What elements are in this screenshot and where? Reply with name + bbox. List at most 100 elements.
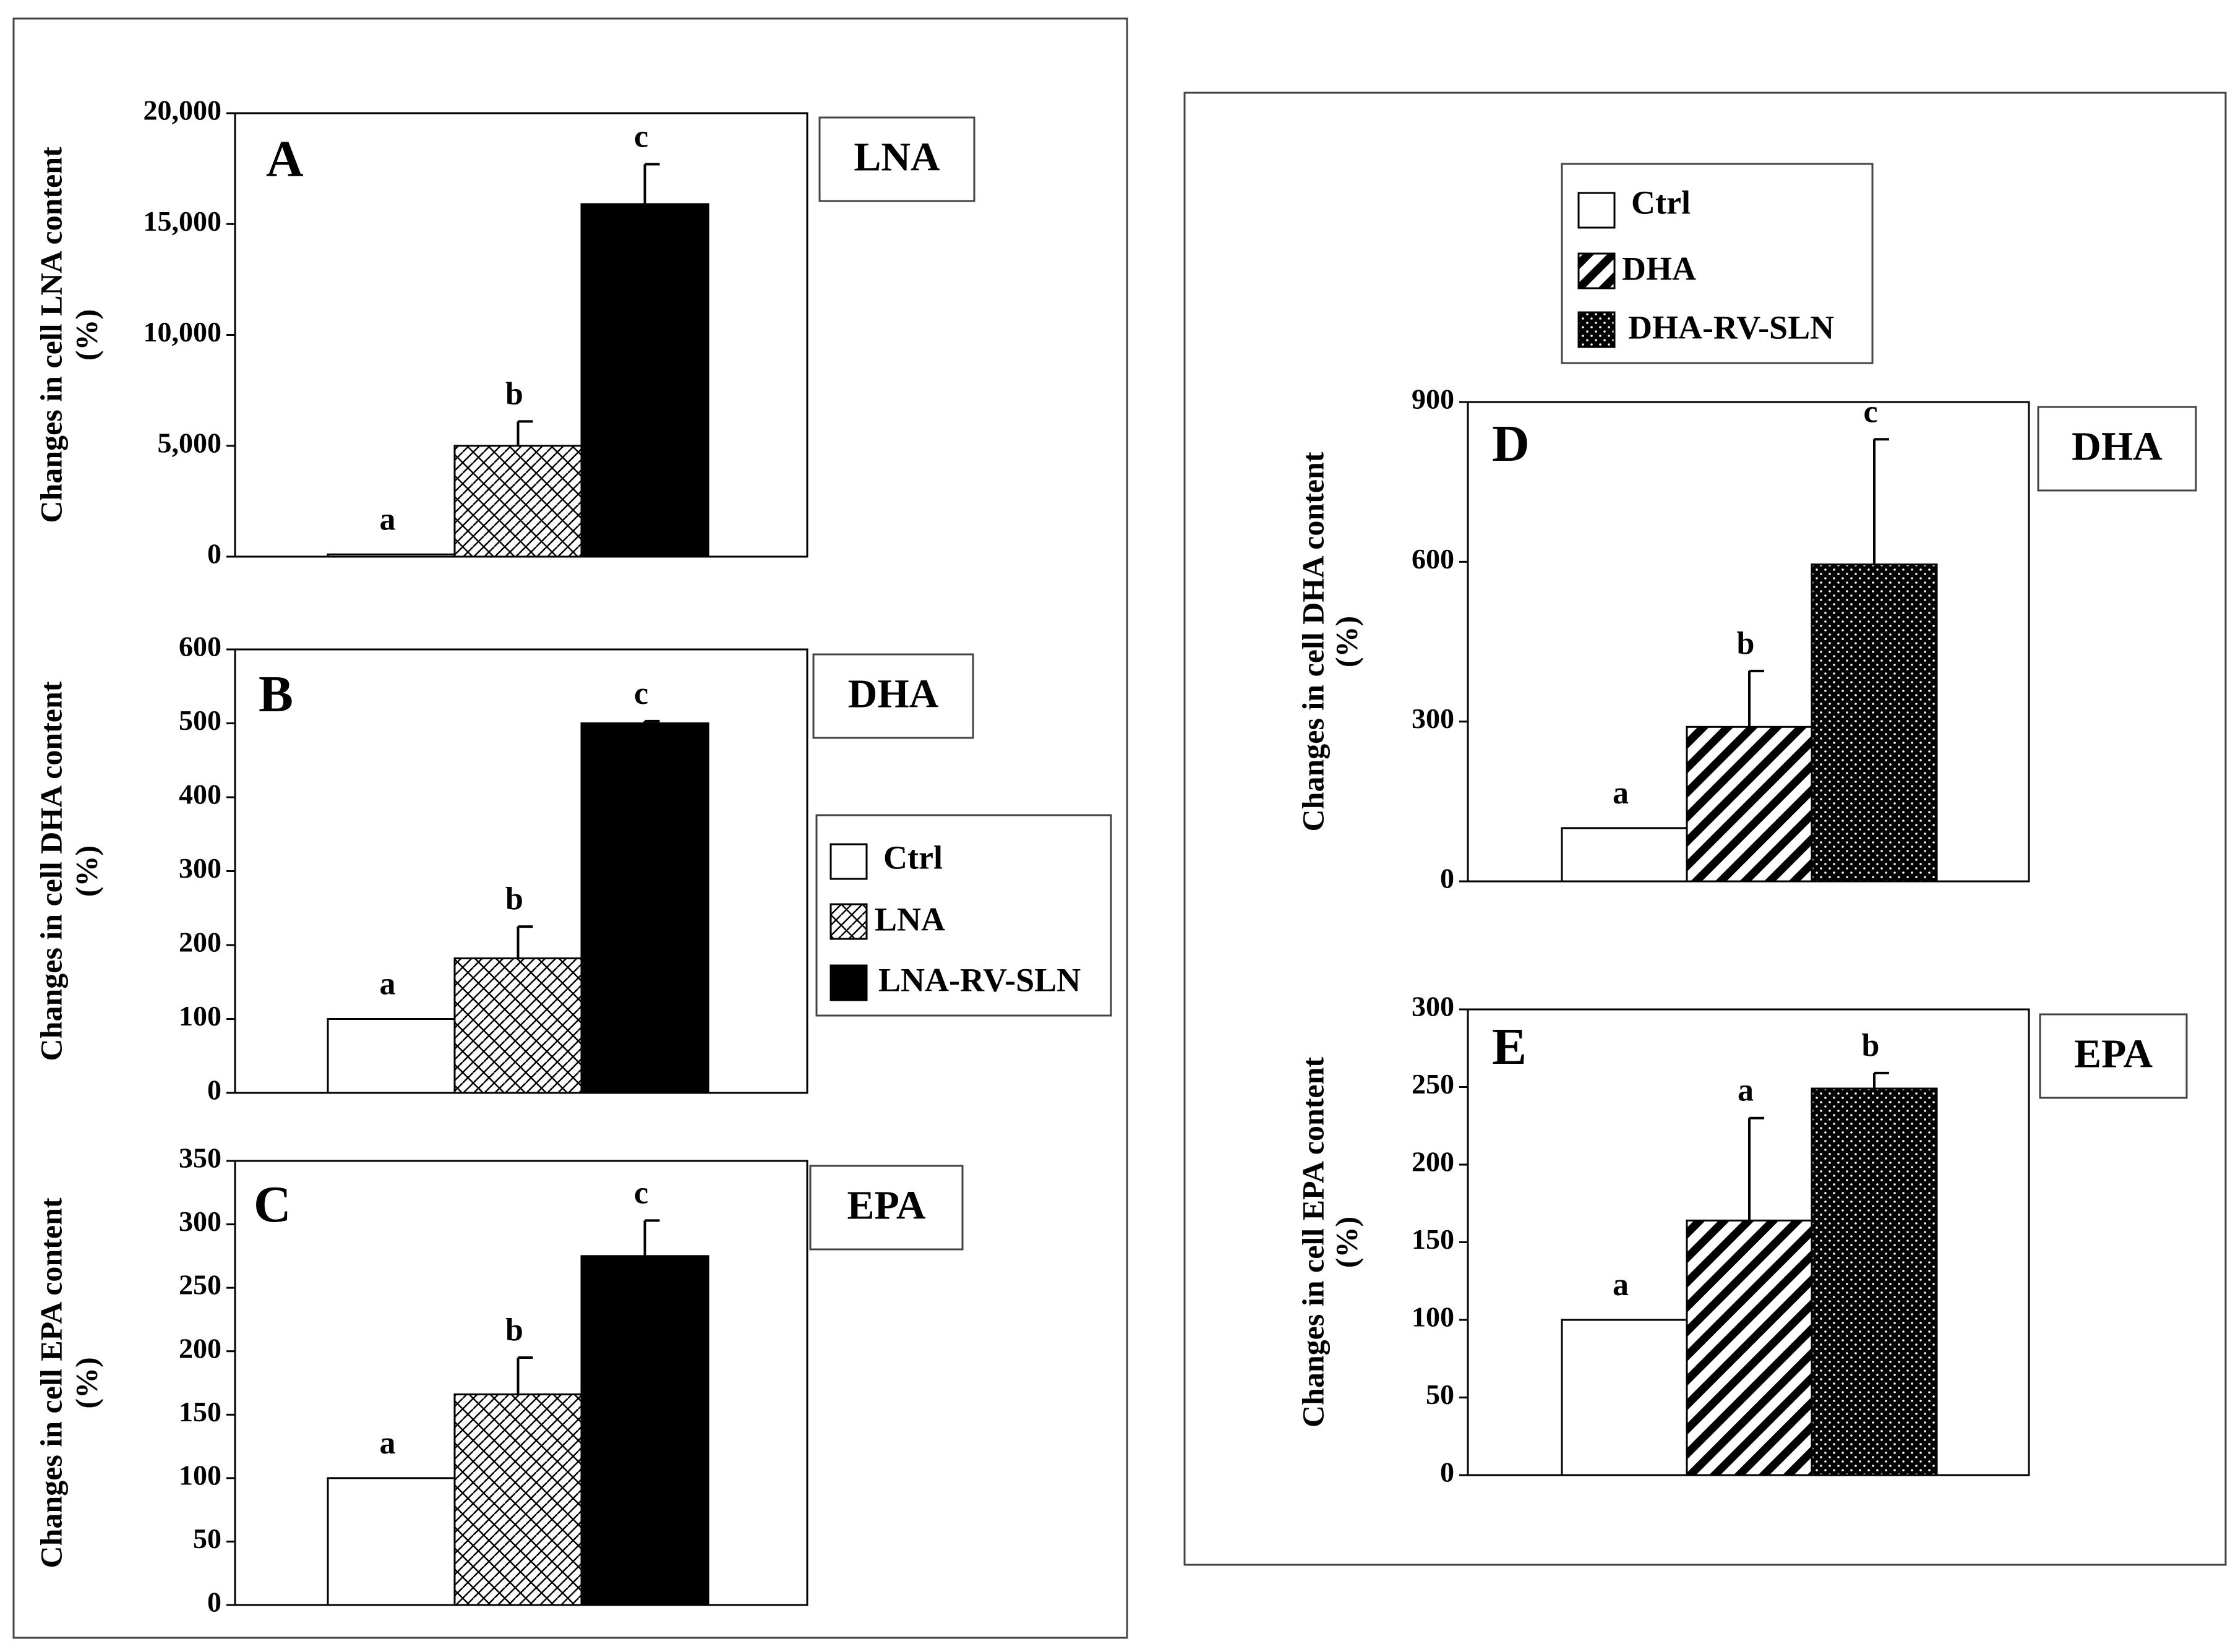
tag-box-A bbox=[818, 116, 975, 202]
tag-label-D: DHA bbox=[2072, 424, 2163, 469]
y-tick-label-A-3: 15,000 bbox=[144, 205, 222, 237]
legend-left-swatch-lna bbox=[830, 903, 868, 940]
y-tick-label-A-2: 10,000 bbox=[144, 316, 222, 348]
panel-B: 0 100 200 300 400 500 600 a b c B DHA Changes in cel… bbox=[33, 631, 974, 1106]
legend-right-swatch-dha bbox=[1577, 252, 1616, 289]
bar-B-0 bbox=[327, 1018, 456, 1094]
panel-letter-C: C bbox=[254, 1176, 291, 1233]
sig-letter-C-0: a bbox=[380, 1426, 396, 1461]
y-tick-label-B-4: 400 bbox=[179, 779, 221, 810]
y-tick-label-C-4: 200 bbox=[179, 1332, 221, 1364]
y-tick-label-C-3: 150 bbox=[179, 1396, 221, 1427]
bar-B-2 bbox=[580, 722, 710, 1094]
bar-E-1 bbox=[1686, 1219, 1813, 1476]
sig-letter-E-0: a bbox=[1613, 1267, 1629, 1303]
sig-letter-B-2: c bbox=[634, 676, 648, 711]
bar-D-2 bbox=[1811, 563, 1938, 883]
y-tick-label-B-3: 300 bbox=[179, 852, 221, 884]
legend-left-swatch-lna-rv-sln bbox=[830, 964, 868, 1001]
y-tick-label-B-0: 0 bbox=[207, 1074, 221, 1106]
y-tick-label-E-5: 250 bbox=[1412, 1068, 1454, 1100]
legend-right-label-dha-rv-sln: DHA-RV-SLN bbox=[1628, 309, 1834, 346]
y-tick-label-E-4: 200 bbox=[1412, 1146, 1454, 1178]
bar-C-0 bbox=[327, 1477, 456, 1606]
legend-left-label-lna-rv-sln: LNA-RV-SLN bbox=[878, 961, 1081, 998]
y-tick-label-E-1: 50 bbox=[1426, 1379, 1454, 1410]
y-tick-label-C-1: 50 bbox=[193, 1523, 221, 1554]
bar-A-1 bbox=[453, 445, 583, 558]
legend-left-label-lna: LNA bbox=[875, 901, 945, 938]
bar-A-2 bbox=[580, 203, 710, 558]
sig-letter-A-2: c bbox=[634, 119, 648, 154]
y-axis-label-B: Changes in cell DHA content bbox=[33, 681, 68, 1061]
sig-letter-B-1: b bbox=[505, 881, 523, 917]
panel-letter-A: A bbox=[266, 131, 304, 188]
y-tick-label-C-5: 250 bbox=[179, 1269, 221, 1301]
y-axis-label-A: Changes in cell LNA content bbox=[33, 147, 68, 523]
legend-right-swatch-ctrl bbox=[1577, 192, 1616, 229]
y-tick-label-B-5: 500 bbox=[179, 704, 221, 736]
panel-A: 0 5,000 10,000 15,000 20,000 a b c A LNA Changes i… bbox=[33, 95, 975, 570]
y-tick-label-C-7: 350 bbox=[179, 1142, 221, 1174]
legend-right: Ctrl DHA DHA-RV-SLN bbox=[1561, 163, 1874, 364]
tag-label-C: EPA bbox=[847, 1183, 925, 1228]
bar-C-1 bbox=[453, 1393, 583, 1606]
y-tick-label-E-2: 100 bbox=[1412, 1301, 1454, 1333]
legend-left: Ctrl LNA LNA-RV-SLN bbox=[815, 814, 1112, 1017]
tag-label-B: DHA bbox=[848, 672, 939, 717]
legend-right-label-dha: DHA bbox=[1622, 250, 1696, 287]
legend-left-swatch-ctrl bbox=[830, 843, 868, 880]
bar-E-2 bbox=[1811, 1087, 1938, 1476]
legend-left-label-ctrl: Ctrl bbox=[883, 839, 943, 876]
y-tick-label-C-2: 100 bbox=[179, 1459, 221, 1491]
y-axis-label-D: Changes in cell DHA content bbox=[1295, 452, 1330, 831]
sig-letter-E-1: a bbox=[1738, 1073, 1754, 1108]
tag-label-E: EPA bbox=[2074, 1032, 2153, 1077]
tag-box-E bbox=[2039, 1013, 2188, 1099]
bar-B-1 bbox=[453, 957, 583, 1094]
sig-letter-D-0: a bbox=[1613, 776, 1629, 811]
y-tick-label-B-2: 200 bbox=[179, 927, 221, 958]
sig-letter-C-1: b bbox=[505, 1312, 523, 1348]
sig-letter-A-1: b bbox=[505, 376, 523, 411]
tag-box-C bbox=[809, 1165, 964, 1251]
bar-E-0 bbox=[1561, 1319, 1688, 1476]
y-tick-label-D-3: 900 bbox=[1412, 383, 1454, 415]
tag-label-A: LNA bbox=[854, 135, 940, 180]
panel-D: 0 300 600 900 a b c D DHA Changes in cell DHA con… bbox=[1295, 383, 2197, 894]
sig-letter-A-0: a bbox=[380, 502, 396, 537]
y-axis-label-E: Changes in cell EPA content bbox=[1295, 1057, 1330, 1427]
sig-letter-D-1: b bbox=[1737, 626, 1755, 661]
y-tick-label-D-2: 600 bbox=[1412, 543, 1454, 575]
bar-D-1 bbox=[1686, 725, 1813, 883]
bar-A-0 bbox=[327, 553, 456, 558]
panel-letter-D: D bbox=[1492, 415, 1530, 473]
y-tick-label-E-0: 0 bbox=[1440, 1457, 1454, 1488]
y-tick-label-E-3: 150 bbox=[1412, 1223, 1454, 1255]
sig-letter-C-2: c bbox=[634, 1175, 648, 1210]
y-axis-unit-C: (%) bbox=[69, 1357, 103, 1408]
y-tick-label-B-6: 600 bbox=[179, 631, 221, 662]
y-tick-label-A-0: 0 bbox=[207, 538, 221, 570]
y-axis-unit-B: (%) bbox=[69, 845, 103, 897]
tag-box-B bbox=[812, 653, 974, 739]
y-axis-label-C: Changes in cell EPA content bbox=[33, 1197, 68, 1568]
y-tick-label-C-6: 300 bbox=[179, 1205, 221, 1237]
y-tick-label-A-1: 5,000 bbox=[158, 427, 222, 458]
y-tick-label-A-4: 20,000 bbox=[144, 95, 222, 126]
panel-E: 0 50 100 150 200 250 300 a a b E EPA Changes in cell… bbox=[1295, 991, 2188, 1488]
panel-letter-B: B bbox=[259, 666, 293, 723]
bar-C-2 bbox=[580, 1255, 710, 1606]
panel-letter-E: E bbox=[1492, 1018, 1527, 1076]
panel-C: 0 50 100 150 200 250 300 350 a b c C EPA Changes in c… bbox=[33, 1142, 964, 1618]
y-axis-unit-D: (%) bbox=[1329, 616, 1363, 667]
y-axis-unit-E: (%) bbox=[1329, 1217, 1363, 1268]
y-tick-label-C-0: 0 bbox=[207, 1586, 221, 1618]
y-tick-label-E-6: 300 bbox=[1412, 991, 1454, 1022]
legend-right-swatch-dha-rv-sln bbox=[1577, 311, 1616, 348]
sig-letter-E-2: b bbox=[1862, 1028, 1880, 1063]
tag-box-D bbox=[2037, 406, 2197, 492]
y-axis-unit-A: (%) bbox=[69, 309, 103, 361]
legend-right-label-ctrl: Ctrl bbox=[1631, 184, 1691, 221]
